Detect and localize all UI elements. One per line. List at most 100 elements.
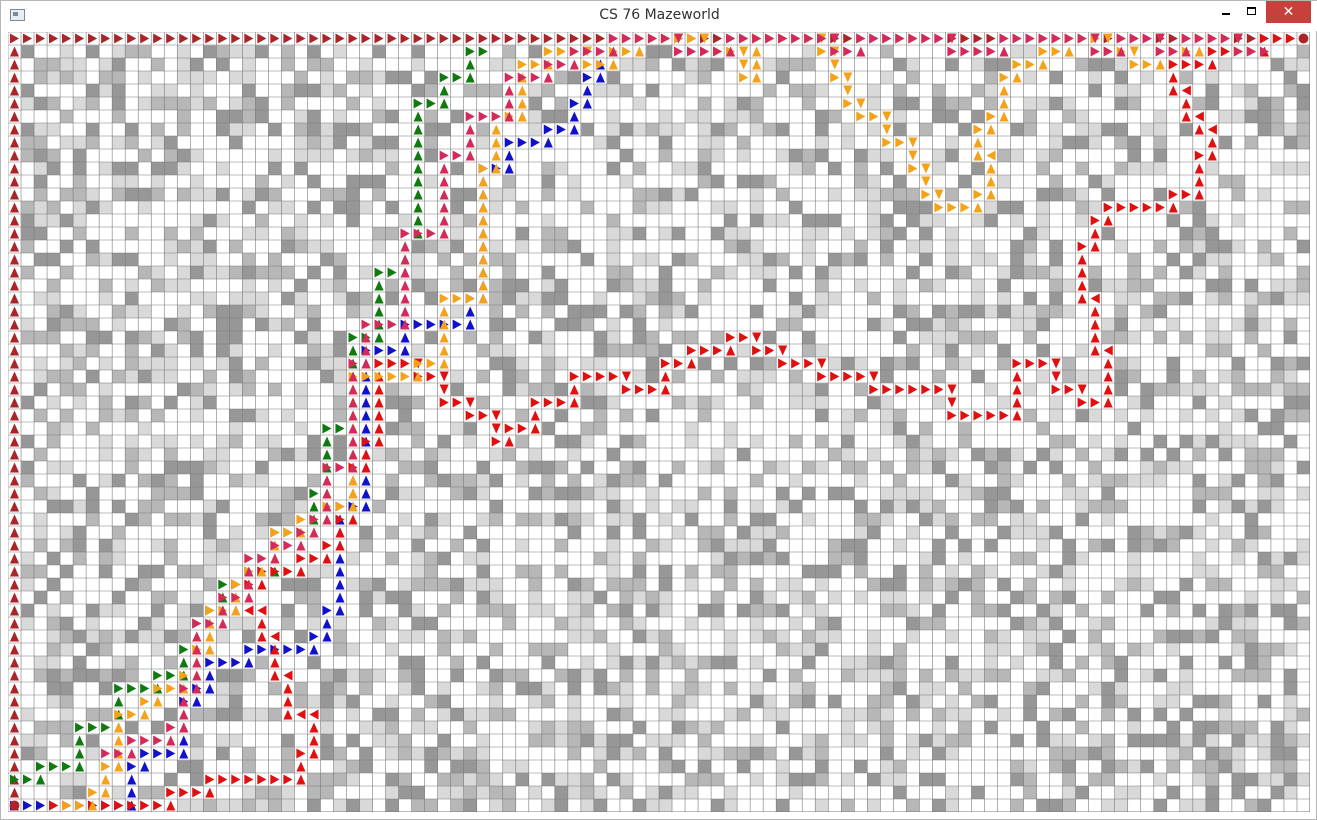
floor-cell — [1283, 253, 1298, 267]
floor-cell — [489, 461, 504, 475]
floor-cell — [593, 500, 608, 514]
floor-cell — [1166, 578, 1181, 592]
close-button[interactable]: ✕ — [1266, 1, 1311, 23]
wall-cell — [385, 448, 399, 462]
wall-cell — [659, 604, 673, 618]
floor-cell — [177, 292, 191, 306]
floor-cell — [21, 370, 35, 384]
floor-cell — [1010, 422, 1024, 436]
wall-cell — [1205, 565, 1220, 579]
wall-cell — [450, 578, 464, 592]
wall-cell — [632, 617, 647, 631]
floor-cell — [463, 539, 478, 553]
floor-cell — [515, 487, 530, 501]
wall-cell — [906, 630, 920, 644]
wall-cell — [411, 240, 425, 254]
floor-cell — [776, 565, 790, 579]
wall-cell — [880, 578, 894, 592]
floor-cell — [268, 461, 282, 475]
floor-cell — [737, 422, 751, 436]
wall-cell — [437, 578, 451, 592]
wall-cell — [411, 604, 425, 618]
wall-cell — [268, 123, 282, 137]
floor-cell — [593, 110, 608, 124]
floor-cell — [294, 266, 308, 280]
floor-cell — [21, 344, 35, 358]
wall-cell — [1179, 409, 1194, 423]
wall-cell — [567, 513, 582, 527]
floor-cell — [997, 552, 1011, 566]
wall-cell — [125, 409, 139, 423]
wall-cell — [867, 513, 881, 527]
window-app-icon[interactable] — [10, 9, 25, 21]
floor-cell — [645, 396, 660, 410]
floor-cell — [789, 97, 803, 111]
wall-cell — [60, 71, 74, 85]
floor-cell — [815, 162, 829, 176]
floor-cell — [190, 279, 204, 293]
floor-cell — [21, 175, 35, 189]
floor-cell — [1283, 630, 1298, 644]
wall-cell — [60, 669, 74, 683]
wall-cell — [619, 305, 634, 319]
floor-cell — [1270, 227, 1285, 241]
floor-cell — [60, 552, 74, 566]
wall-cell — [1179, 435, 1194, 449]
wall-cell — [60, 136, 74, 150]
floor-cell — [424, 396, 438, 410]
floor-cell — [333, 227, 347, 241]
floor-cell — [138, 435, 152, 449]
floor-cell — [502, 474, 517, 488]
floor-cell — [125, 526, 139, 540]
wall-cell — [659, 656, 673, 670]
floor-cell — [867, 487, 881, 501]
floor-cell — [333, 656, 347, 670]
wall-cell — [411, 266, 425, 280]
floor-cell — [763, 305, 777, 319]
wall-cell — [1088, 435, 1102, 449]
wall-cell — [659, 123, 673, 137]
floor-cell — [997, 422, 1011, 436]
floor-cell — [164, 123, 178, 137]
floor-cell — [1296, 305, 1310, 319]
wall-cell — [1270, 292, 1285, 306]
wall-cell — [984, 513, 998, 527]
wall-cell — [880, 409, 894, 423]
floor-cell — [268, 110, 282, 124]
floor-cell — [580, 227, 595, 241]
floor-cell — [177, 526, 191, 540]
floor-cell — [1166, 136, 1181, 150]
floor-cell — [320, 643, 334, 657]
floor-cell — [450, 331, 464, 345]
floor-cell — [854, 201, 868, 215]
maximize-button[interactable] — [1239, 1, 1265, 23]
title-bar[interactable]: CS 76 Mazeworld ✕ — [1, 1, 1317, 31]
wall-cell — [580, 513, 595, 527]
floor-cell — [711, 630, 725, 644]
wall-cell — [164, 318, 178, 332]
wall-cell — [1036, 149, 1050, 163]
floor-cell — [242, 136, 256, 150]
wall-cell — [203, 305, 217, 319]
wall-cell — [554, 279, 569, 293]
wall-cell — [346, 188, 360, 202]
floor-cell — [229, 253, 243, 267]
floor-cell — [86, 175, 100, 189]
floor-cell — [776, 136, 790, 150]
floor-cell — [1010, 331, 1024, 345]
floor-cell — [932, 136, 946, 150]
wall-cell — [880, 188, 894, 202]
wall-cell — [1296, 123, 1310, 137]
wall-cell — [932, 305, 946, 319]
floor-cell — [645, 266, 660, 280]
floor-cell — [763, 292, 777, 306]
floor-cell — [437, 591, 451, 605]
wall-cell — [398, 513, 412, 527]
floor-cell — [1205, 604, 1220, 618]
floor-cell — [1010, 604, 1024, 618]
minimize-button[interactable] — [1213, 1, 1239, 23]
wall-cell — [307, 136, 321, 150]
wall-cell — [385, 201, 399, 215]
floor-cell — [632, 669, 647, 683]
wall-cell — [86, 487, 100, 501]
